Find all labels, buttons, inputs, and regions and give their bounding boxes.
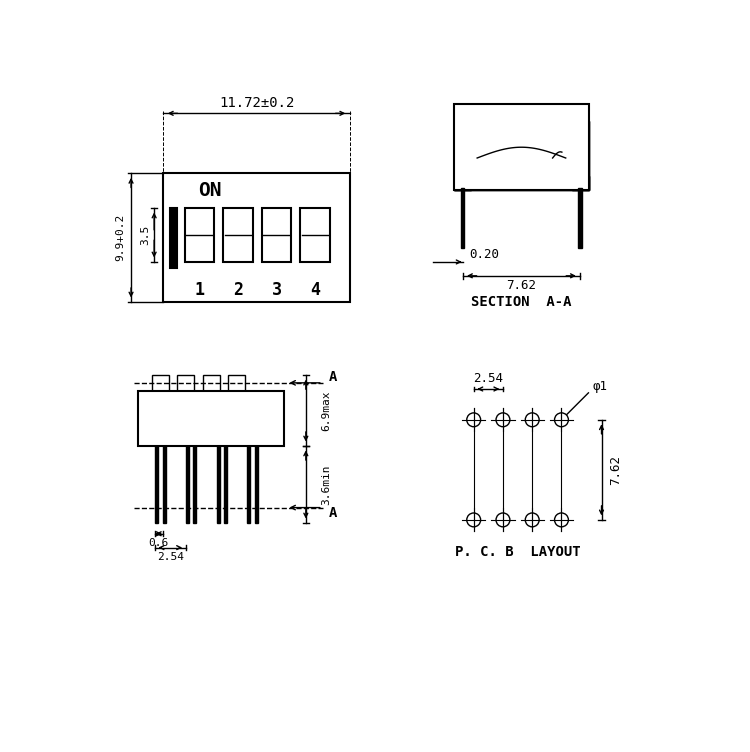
Bar bbox=[217, 446, 220, 523]
Bar bbox=[454, 121, 471, 190]
Text: A: A bbox=[328, 371, 337, 384]
Bar bbox=[170, 208, 177, 268]
Text: 2.54: 2.54 bbox=[473, 372, 503, 386]
Bar bbox=[511, 104, 521, 120]
Bar bbox=[511, 104, 532, 120]
Text: P. C. B  LAYOUT: P. C. B LAYOUT bbox=[454, 545, 580, 559]
Bar bbox=[185, 208, 214, 262]
Bar bbox=[155, 446, 158, 523]
Text: ON: ON bbox=[198, 180, 221, 200]
Bar bbox=[202, 375, 220, 390]
Bar bbox=[494, 164, 549, 177]
Text: 3.6min: 3.6min bbox=[321, 464, 331, 505]
Bar bbox=[454, 104, 589, 190]
Text: 2: 2 bbox=[233, 280, 243, 299]
Bar bbox=[471, 121, 572, 177]
Bar bbox=[301, 208, 330, 262]
Text: 11.72±0.2: 11.72±0.2 bbox=[219, 96, 294, 111]
Text: 3.5: 3.5 bbox=[140, 225, 150, 245]
Text: 6.9max: 6.9max bbox=[321, 390, 331, 431]
Bar bbox=[194, 446, 196, 523]
Text: 0.20: 0.20 bbox=[469, 247, 499, 261]
Text: 2.54: 2.54 bbox=[157, 552, 184, 562]
Text: 4: 4 bbox=[310, 280, 320, 299]
Bar bbox=[462, 104, 581, 121]
Bar bbox=[255, 446, 258, 523]
Bar bbox=[138, 390, 284, 446]
Text: 7.62: 7.62 bbox=[506, 278, 536, 292]
Bar bbox=[462, 104, 581, 121]
Text: φ1: φ1 bbox=[592, 381, 608, 393]
Text: 7.62: 7.62 bbox=[609, 455, 622, 485]
Bar bbox=[454, 177, 589, 190]
Text: 9.9+0.2: 9.9+0.2 bbox=[116, 214, 125, 262]
Bar bbox=[152, 375, 169, 390]
Bar bbox=[578, 188, 582, 248]
Bar bbox=[572, 121, 589, 190]
Text: SECTION  A-A: SECTION A-A bbox=[471, 295, 572, 309]
Bar bbox=[454, 177, 589, 190]
Bar bbox=[494, 164, 549, 177]
Bar bbox=[228, 375, 245, 390]
Bar bbox=[177, 375, 194, 390]
Bar bbox=[224, 446, 227, 523]
Bar bbox=[572, 121, 589, 190]
Bar bbox=[460, 188, 464, 248]
Bar bbox=[163, 446, 166, 523]
Bar bbox=[454, 121, 471, 190]
Bar bbox=[248, 446, 250, 523]
Bar bbox=[164, 174, 350, 302]
Text: 1: 1 bbox=[194, 280, 205, 299]
Bar bbox=[224, 208, 253, 262]
Text: 3: 3 bbox=[272, 280, 281, 299]
Text: A: A bbox=[328, 506, 337, 520]
Text: 0.6: 0.6 bbox=[148, 538, 169, 548]
Bar bbox=[186, 446, 189, 523]
Bar bbox=[262, 208, 291, 262]
